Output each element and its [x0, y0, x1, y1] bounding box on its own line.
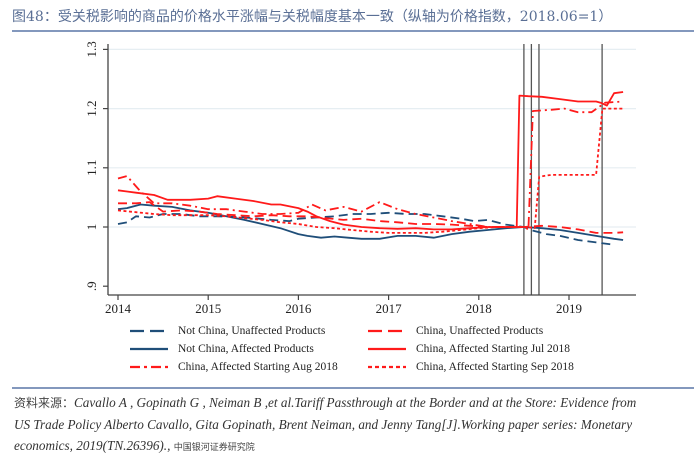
y-tick-label: 1.2	[84, 100, 99, 116]
legend-label: China, Affected Starting Sep 2018	[416, 361, 574, 373]
legend-label: Not China, Unaffected Products	[178, 325, 326, 337]
y-tick-label: .9	[84, 281, 99, 291]
legend-item: Not China, Unaffected Products	[130, 325, 325, 337]
x-tick-label: 2016	[285, 301, 312, 316]
legend-swatch-dotted-red	[368, 365, 406, 369]
x-tick-label: 2015	[195, 301, 221, 316]
y-tick-label: 1.1	[84, 160, 99, 176]
x-tick-label: 2014	[105, 301, 132, 316]
source-line-1: Cavallo A , Gopinath G , Neiman B ,et al…	[74, 395, 637, 410]
legend-item: Not China, Affected Products	[130, 343, 314, 355]
source-line-3: economics, 2019(TN.26396).,	[14, 438, 171, 453]
source-note: 资料来源：Cavallo A , Gopinath G , Neiman B ,…	[14, 392, 694, 459]
legend-label: China, Unaffected Products	[416, 325, 544, 337]
series-line-china-affected-starting-aug-2018	[117, 100, 624, 231]
series-line-china-affected-starting-jul-2018	[117, 91, 624, 231]
legend-swatch-solid-red	[368, 347, 406, 351]
figure-title: 图48：受关税影响的商品的价格水平涨幅与关税幅度基本一致（纵轴为价格指数，201…	[12, 9, 613, 25]
legend-swatch-dashdot-red	[130, 365, 168, 369]
x-tick-label: 2018	[466, 301, 492, 316]
series-group	[117, 91, 624, 246]
legend-swatch-dashed-navy	[130, 329, 168, 333]
x-axis-ticks: 2014 2015 2016 2017 2018 2019	[105, 295, 582, 316]
legend-item: China, Affected Starting Sep 2018	[368, 361, 574, 373]
y-tick-label: 1.3	[84, 41, 99, 57]
legend-item: China, Unaffected Products	[368, 325, 543, 337]
line-chart: .9 1 1.1 1.2 1.3 2014 2015 2016 2017 2018 2019	[84, 41, 636, 316]
legend-item: China, Affected Starting Jul 2018	[368, 343, 570, 355]
policy-vertical-lines	[523, 44, 603, 295]
legend-label: China, Affected Starting Aug 2018	[178, 361, 338, 373]
series-line-not-china-unaffected-products	[117, 211, 615, 246]
legend-label: China, Affected Starting Jul 2018	[416, 343, 571, 355]
series-line-china-affected-starting-sep-2018	[117, 107, 624, 234]
legend-swatch-solid-navy	[130, 347, 168, 351]
source-line-2: US Trade Policy Alberto Cavallo, Gita Go…	[14, 417, 633, 432]
legend-item: China, Affected Starting Aug 2018	[130, 361, 338, 373]
legend-swatch-dashed-red	[368, 329, 406, 333]
source-divider	[12, 387, 694, 389]
source-label: 资料来源：	[14, 396, 75, 410]
y-tick-label: 1	[84, 224, 99, 231]
axes	[107, 44, 636, 296]
source-org: 中国银河证券研究院	[173, 443, 255, 453]
y-axis-ticks: .9 1 1.1 1.2 1.3	[84, 41, 108, 291]
x-tick-label: 2019	[556, 301, 582, 316]
series-line-china-unaffected-products	[118, 201, 624, 234]
x-tick-label: 2017	[376, 301, 403, 316]
title-divider	[12, 30, 694, 32]
legend-label: Not China, Affected Products	[178, 343, 314, 355]
